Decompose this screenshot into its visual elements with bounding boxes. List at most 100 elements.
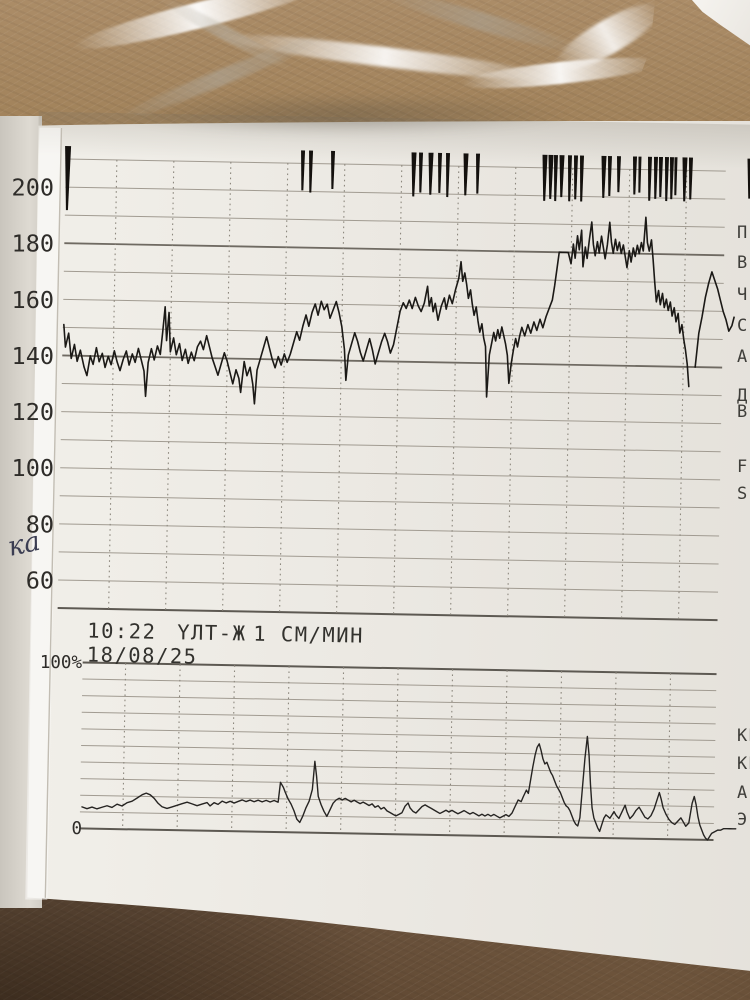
edge-text-fragment: А (737, 783, 748, 803)
movement-mark (65, 146, 72, 211)
movement-mark (601, 155, 607, 198)
toco-tick-label: 100% (40, 653, 83, 673)
fhr-grid-vline (620, 169, 631, 619)
edge-text-fragment: В (737, 402, 748, 422)
toco-gridline (81, 711, 716, 725)
movement-mark (633, 156, 638, 195)
toco-trace (81, 735, 737, 841)
movement-mark (574, 155, 579, 200)
toco-gridline (82, 661, 717, 676)
fhr-grid-vline (165, 160, 175, 611)
fhr-gridline (63, 270, 724, 284)
toco-gridline (82, 695, 716, 708)
movement-mark (438, 152, 443, 193)
toco-gridline (81, 744, 716, 758)
fhr-tick-label: 180 (12, 230, 54, 258)
toco-gridline (80, 761, 715, 775)
toco-tick-label: 0 (71, 819, 82, 839)
movement-mark (580, 155, 585, 202)
fhr-gridline (60, 439, 721, 453)
movement-mark (617, 156, 622, 193)
movement-mark (665, 157, 670, 202)
fhr-grid-vline (564, 168, 574, 618)
toco-gridline (80, 794, 715, 808)
fhr-gridline (61, 383, 722, 397)
movement-mark (638, 156, 642, 193)
movement-mark (428, 152, 434, 195)
fhr-grid-vline (336, 164, 346, 614)
fhr-gridline (62, 326, 723, 340)
fhr-chart-grid (57, 158, 726, 622)
edge-text-fragment: П (737, 223, 748, 243)
fhr-tick-label: 80 (26, 510, 54, 538)
fhr-gridline (57, 607, 718, 622)
movement-mark (411, 152, 417, 197)
fhr-gridline (64, 242, 725, 257)
edge-text-fragment: S (737, 484, 748, 504)
fhr-trace (63, 216, 735, 405)
fhr-tick-label: 160 (12, 286, 54, 314)
movement-mark (568, 155, 573, 202)
right-edge-text-fragments: ПВЧСАДВFSКРКРАЭ (737, 223, 750, 830)
movement-mark (309, 150, 314, 193)
fhr-gridline (59, 495, 720, 509)
movement-mark (608, 156, 613, 197)
fhr-gridline (60, 467, 721, 481)
fhr-tick-label: 120 (12, 398, 54, 426)
fhr-tick-label: 200 (12, 174, 54, 202)
movement-mark (670, 157, 675, 200)
fhr-gridline (58, 579, 719, 593)
movement-mark (548, 154, 554, 199)
movement-mark (674, 157, 678, 196)
edge-text-fragment: Д (737, 386, 748, 406)
ctg-paper: 10:22 ҮЛТ-Ж 1 СМ/МИН 18/08/25 (25, 111, 750, 985)
movement-mark (554, 155, 559, 202)
toco-gridline (80, 778, 715, 791)
bag-contact-shade (37, 111, 750, 171)
fhr-grid-vline (393, 165, 403, 615)
edge-text-fragment: Э (737, 810, 748, 830)
movement-mark (446, 153, 451, 198)
fhr-grid-vline (507, 167, 517, 617)
fhr-gridline (64, 214, 725, 228)
toco-y-axis-labels: 100% 0 (40, 653, 83, 839)
toco-gridline (81, 728, 716, 741)
movement-mark (559, 155, 565, 198)
fhr-grid-vline (108, 159, 118, 609)
toco-chart-grid (79, 661, 717, 842)
fhr-gridline (58, 551, 719, 565)
movement-marks (65, 146, 750, 211)
edge-text-fragment: Ч (737, 285, 748, 305)
toco-gridline (79, 811, 714, 824)
fhr-gridline (59, 523, 720, 537)
fhr-tick-label: 100 (12, 454, 54, 482)
fhr-grid-vline (279, 163, 289, 613)
fhr-grid-vline (450, 166, 460, 616)
speed-label: 1 СМ/МИН (253, 622, 364, 648)
movement-mark (542, 154, 548, 201)
timestamp: 10:22 (87, 619, 157, 644)
fhr-gridline (61, 411, 722, 425)
date-label: 18/08/25 (87, 643, 198, 669)
paper-left-margin (25, 127, 62, 900)
movement-mark (301, 150, 306, 191)
movement-mark (682, 157, 688, 202)
fhr-grid-vline (677, 170, 688, 620)
movement-mark (476, 153, 481, 194)
movement-mark (648, 156, 653, 201)
movement-mark (419, 152, 424, 193)
edge-text-fragment: F (737, 457, 748, 477)
toco-gridline (82, 678, 717, 692)
fhr-tick-label: 60 (26, 566, 54, 594)
edge-text-fragment: А (737, 347, 748, 367)
edge-text-fragment: В (737, 253, 748, 273)
movement-mark (654, 156, 659, 199)
fhr-gridline (65, 186, 726, 200)
mode-label: ҮЛТ-Ж (177, 620, 247, 645)
fhr-gridline (65, 158, 726, 172)
fhr-y-axis-labels: 200 180 160 140 120 100 80 60 (12, 174, 54, 595)
paper-fold-line (44, 127, 63, 898)
edge-text-fragment: С (737, 316, 748, 336)
